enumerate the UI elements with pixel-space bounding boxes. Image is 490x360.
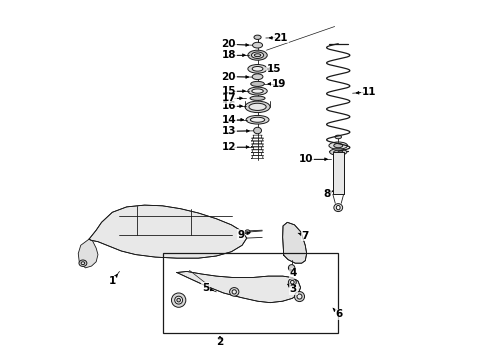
Text: 7: 7 <box>301 231 309 240</box>
Ellipse shape <box>334 150 343 154</box>
Ellipse shape <box>250 117 265 122</box>
Polygon shape <box>78 239 98 268</box>
Ellipse shape <box>248 50 267 60</box>
Ellipse shape <box>245 230 250 234</box>
Ellipse shape <box>334 143 343 148</box>
Ellipse shape <box>252 74 263 80</box>
Ellipse shape <box>251 52 264 58</box>
Text: 4: 4 <box>290 268 297 278</box>
Text: 11: 11 <box>362 87 376 97</box>
Text: 13: 13 <box>221 126 236 136</box>
Text: 21: 21 <box>273 33 288 42</box>
Text: 12: 12 <box>221 142 236 152</box>
Polygon shape <box>283 222 307 263</box>
Ellipse shape <box>252 67 263 71</box>
Bar <box>333 152 343 194</box>
Text: 1: 1 <box>109 276 116 286</box>
Text: 20: 20 <box>221 72 236 82</box>
Text: 2: 2 <box>216 337 223 347</box>
Ellipse shape <box>289 279 296 286</box>
Ellipse shape <box>254 127 262 134</box>
Text: 17: 17 <box>221 93 236 103</box>
Text: 20: 20 <box>221 40 236 49</box>
Ellipse shape <box>246 116 269 124</box>
Ellipse shape <box>254 35 261 40</box>
Text: 15: 15 <box>221 86 236 96</box>
Text: 15: 15 <box>267 64 281 74</box>
Text: 14: 14 <box>221 115 236 125</box>
Text: 3: 3 <box>290 284 297 294</box>
Ellipse shape <box>294 292 304 302</box>
Ellipse shape <box>335 135 342 139</box>
Ellipse shape <box>230 288 239 296</box>
Ellipse shape <box>254 54 261 57</box>
Text: 9: 9 <box>238 230 245 239</box>
Ellipse shape <box>245 101 270 113</box>
Text: 6: 6 <box>335 310 343 319</box>
Ellipse shape <box>251 81 265 86</box>
Text: 19: 19 <box>272 79 286 89</box>
Ellipse shape <box>177 298 180 302</box>
Ellipse shape <box>248 64 267 73</box>
Ellipse shape <box>79 260 87 266</box>
Ellipse shape <box>334 204 343 212</box>
Ellipse shape <box>329 142 347 149</box>
Ellipse shape <box>248 87 267 95</box>
Ellipse shape <box>252 42 263 48</box>
Ellipse shape <box>291 280 294 284</box>
Ellipse shape <box>336 206 340 210</box>
Ellipse shape <box>252 89 263 93</box>
Ellipse shape <box>297 294 302 299</box>
Ellipse shape <box>250 96 265 100</box>
Bar <box>163 253 338 333</box>
Polygon shape <box>177 271 300 303</box>
Ellipse shape <box>81 262 85 265</box>
Ellipse shape <box>249 103 266 111</box>
Ellipse shape <box>289 265 295 271</box>
Text: 10: 10 <box>299 154 313 164</box>
Text: 16: 16 <box>221 101 236 111</box>
Text: 8: 8 <box>324 189 331 199</box>
Polygon shape <box>89 205 247 258</box>
Ellipse shape <box>172 293 186 307</box>
Text: 5: 5 <box>202 283 209 293</box>
Ellipse shape <box>330 149 347 155</box>
Text: 18: 18 <box>221 50 236 60</box>
Ellipse shape <box>232 290 236 294</box>
Ellipse shape <box>175 296 183 304</box>
